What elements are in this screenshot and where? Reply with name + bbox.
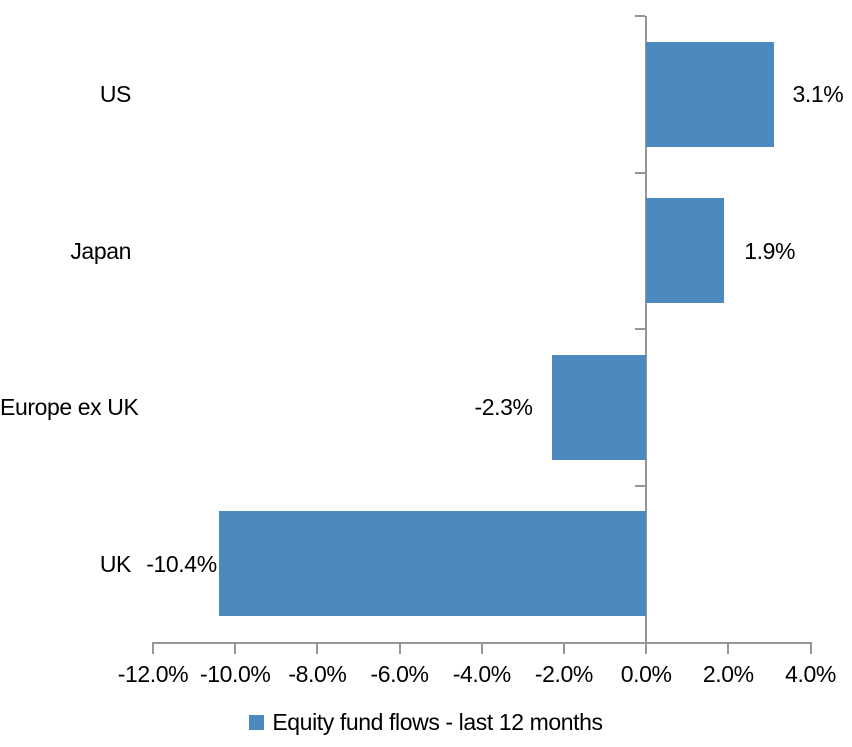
x-tick-mark-7 bbox=[727, 642, 730, 654]
x-tick-mark-8 bbox=[809, 642, 812, 654]
legend-marker-square bbox=[249, 714, 265, 730]
x-tick-label-4-0: 4.0% bbox=[785, 661, 836, 687]
x-tick-label-10-0: -10.0% bbox=[199, 661, 271, 687]
x-tick-mark-4 bbox=[480, 642, 483, 654]
y-axis-line bbox=[645, 16, 648, 654]
category-label-europe-ex-uk: Europe ex UK bbox=[0, 394, 139, 421]
x-tick-mark-1 bbox=[234, 642, 237, 654]
y-tick-mark-0 bbox=[635, 15, 646, 17]
data-label-us: 3.1% bbox=[792, 81, 844, 108]
data-label-europe-ex-uk: -2.3% bbox=[474, 394, 533, 421]
bar-uk bbox=[218, 511, 647, 617]
x-tick-mark-0 bbox=[152, 642, 154, 654]
x-tick-label-0-0: 0.0% bbox=[620, 661, 672, 687]
category-label-uk: UK bbox=[99, 550, 132, 577]
x-tick-mark-3 bbox=[398, 642, 401, 654]
x-tick-label-2-0: 2.0% bbox=[702, 661, 754, 687]
category-label-us: US bbox=[99, 81, 132, 108]
y-tick-mark-3 bbox=[635, 484, 646, 487]
x-tick-label-12-0: -12.0% bbox=[117, 661, 189, 687]
y-tick-mark-2 bbox=[635, 328, 646, 330]
x-tick-label-8-0: -8.0% bbox=[288, 661, 347, 687]
bar-japan bbox=[646, 198, 725, 304]
x-tick-mark-2 bbox=[316, 642, 319, 654]
legend-label: Equity fund flows - last 12 months bbox=[272, 708, 603, 735]
category-label-japan: Japan bbox=[70, 237, 131, 264]
data-label-uk: -10.4% bbox=[146, 550, 217, 577]
bar-europe-ex-uk bbox=[551, 354, 647, 460]
legend: Equity fund flows - last 12 months bbox=[0, 706, 852, 738]
x-tick-mark-5 bbox=[562, 642, 565, 654]
x-tick-label-4-0: -4.0% bbox=[452, 661, 511, 687]
x-tick-label-2-0: -2.0% bbox=[534, 661, 593, 687]
x-tick-label-6-0: -6.0% bbox=[370, 661, 429, 687]
bar-us bbox=[646, 41, 774, 147]
y-tick-mark-1 bbox=[635, 171, 646, 174]
data-label-japan: 1.9% bbox=[744, 237, 796, 264]
